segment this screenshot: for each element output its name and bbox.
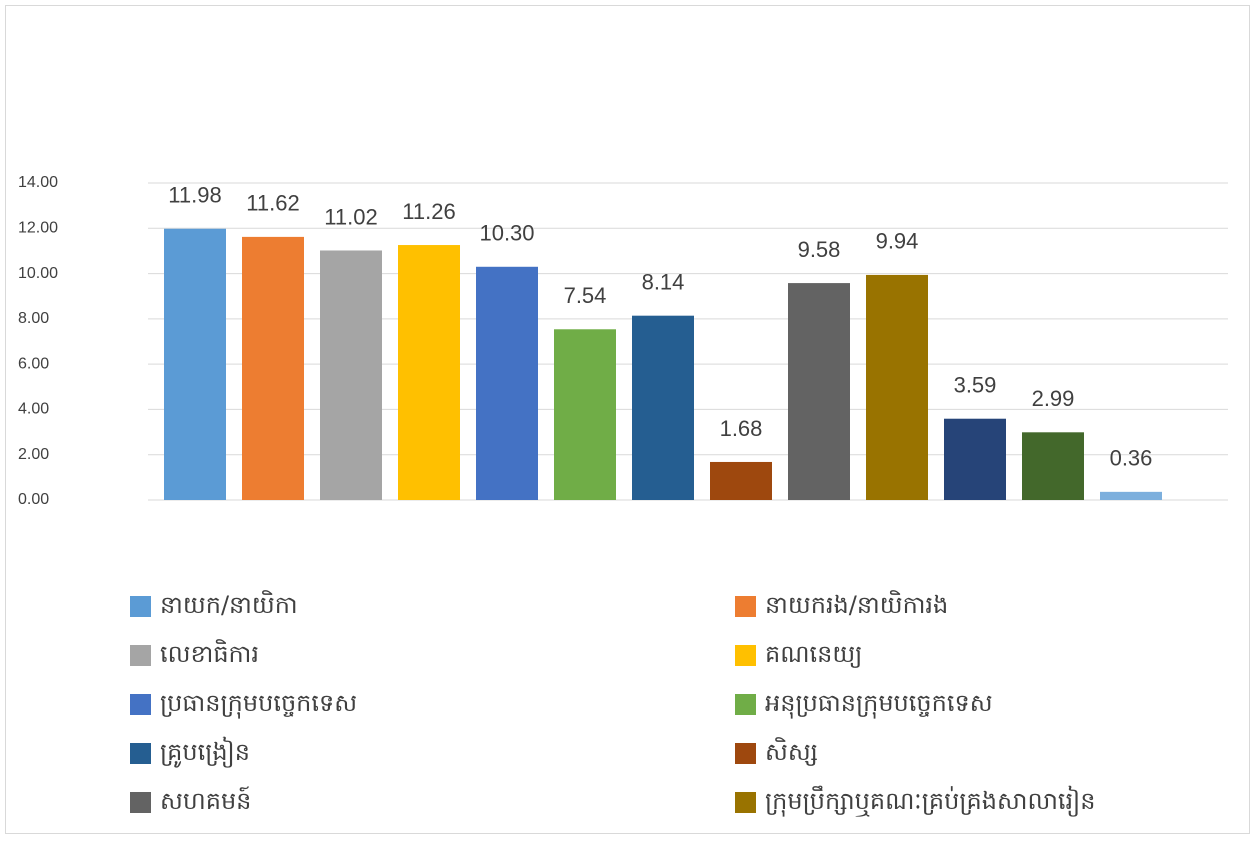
data-label: 11.62 <box>246 191 299 216</box>
legend-label: ប្រធានក្រុមបច្ចេកទេស <box>160 689 357 719</box>
bar <box>242 236 304 500</box>
legend-label: អនុប្រធានក្រុមបច្ចេកទេស <box>765 689 993 719</box>
legend-swatch <box>735 792 756 813</box>
legend-label: នាយក/នាយិកា <box>160 590 298 619</box>
y-tick-label: 10.00 <box>18 265 58 282</box>
legend-label: គ្រូបង្រៀន <box>160 736 250 768</box>
data-label: 2.99 <box>1032 386 1075 411</box>
bar <box>164 228 226 500</box>
bar <box>554 329 616 500</box>
legend-label: សិស្ស <box>765 737 818 766</box>
bar <box>1022 432 1084 500</box>
legend-label: លេខាធិការ <box>160 639 259 668</box>
data-label: 7.54 <box>564 283 607 308</box>
y-tick-label: 2.00 <box>18 446 49 463</box>
bar <box>866 274 928 500</box>
bar <box>398 245 460 500</box>
legend-label: នាយករង/នាយិការង <box>765 590 948 619</box>
data-label: 11.98 <box>168 183 221 208</box>
data-label: 1.68 <box>720 416 763 441</box>
data-label: 11.26 <box>402 199 455 224</box>
data-label: 0.36 <box>1110 446 1153 471</box>
bar <box>710 461 772 500</box>
bar <box>320 250 382 500</box>
data-label: 3.59 <box>954 373 997 398</box>
y-tick-label: 8.00 <box>18 310 49 327</box>
legend-swatch <box>130 792 151 813</box>
legend-swatch <box>735 596 756 617</box>
data-label: 9.58 <box>798 237 841 262</box>
legend-swatch <box>735 645 756 666</box>
legend-swatch <box>735 743 756 764</box>
legend-swatch <box>130 743 151 764</box>
legend-label: សហគមន៍ <box>160 786 251 815</box>
legend-label: គណនេយ្យ <box>765 640 862 668</box>
bar <box>476 266 538 500</box>
data-label: 8.14 <box>642 269 685 294</box>
legend-swatch <box>130 694 151 715</box>
legend-swatch <box>130 596 151 617</box>
y-tick-label: 0.00 <box>18 491 49 508</box>
y-tick-label: 14.00 <box>18 174 58 191</box>
bar <box>1100 491 1162 500</box>
y-tick-label: 12.00 <box>18 220 58 237</box>
bar <box>788 283 850 500</box>
legend-swatch <box>735 694 756 715</box>
data-label: 11.02 <box>324 204 377 229</box>
bar <box>944 418 1006 500</box>
legend-swatch <box>130 645 151 666</box>
y-tick-label: 4.00 <box>18 401 49 418</box>
bar <box>632 315 694 500</box>
data-label: 10.30 <box>479 221 534 246</box>
y-tick-label: 6.00 <box>18 355 49 372</box>
legend-label: ក្រុមប្រឹក្សាឬគណៈគ្រប់គ្រងសាលារៀន <box>765 785 1096 817</box>
data-label: 9.94 <box>876 229 919 254</box>
